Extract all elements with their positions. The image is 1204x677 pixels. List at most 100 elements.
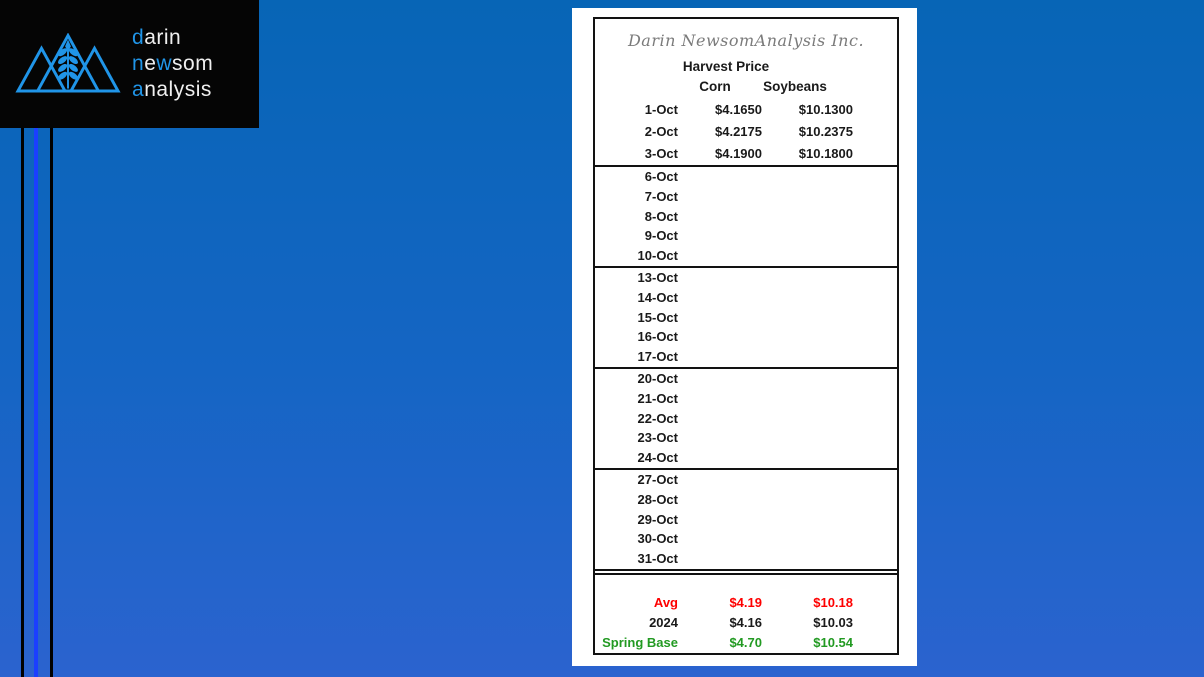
soybeans-cell <box>772 428 863 448</box>
soybeans-cell <box>772 510 863 530</box>
logo: darin newsom analysis <box>0 0 259 128</box>
table-row: 22-Oct <box>595 409 897 429</box>
table-row: 23-Oct <box>595 428 897 448</box>
soybeans-cell <box>772 549 863 569</box>
mountain-wheat-logo-icon <box>15 33 121 93</box>
avg-corn-value: $4.19 <box>729 594 762 610</box>
corn-cell: $4.1650 <box>715 102 762 117</box>
avg-label: Avg <box>653 594 678 610</box>
table-row: 2-Oct $4.2175 $10.2375 <box>595 121 897 143</box>
logo-line-newsom: newsom <box>132 51 213 77</box>
date-cell: 6-Oct <box>644 169 678 184</box>
year-2024-label: 2024 <box>649 614 678 630</box>
date-cell: 22-Oct <box>637 410 678 426</box>
harvest-price-label: Harvest Price <box>682 59 770 74</box>
date-cell: 17-Oct <box>637 349 678 365</box>
corn-cell <box>688 207 772 227</box>
corn-cell <box>688 347 772 367</box>
table-row: 31-Oct <box>595 549 897 569</box>
corn-cell <box>688 448 772 468</box>
logo-wordmark: darin newsom analysis <box>132 25 213 103</box>
table-row: 13-Oct <box>595 268 897 288</box>
logo-letter: d <box>132 26 145 49</box>
year-2024-row: 2024 $4.16 $10.03 <box>595 613 897 633</box>
year-2024-corn-value: $4.16 <box>729 614 762 630</box>
table-section: 6-Oct 7-Oct 8-Oct 9-Oct 10-Oct <box>595 165 897 266</box>
table-row: 14-Oct <box>595 288 897 308</box>
table-row: 30-Oct <box>595 529 897 549</box>
logo-letters: arin <box>144 26 182 49</box>
date-cell: 10-Oct <box>637 248 678 264</box>
logo-letter: e <box>144 52 157 75</box>
table-title: Darin NewsomAnalysis Inc. <box>627 31 865 50</box>
date-cell: 8-Oct <box>644 208 678 224</box>
corn-cell <box>688 549 772 569</box>
spring-base-label: Spring Base <box>602 634 678 650</box>
spring-base-row: Spring Base $4.70 $10.54 <box>595 633 897 653</box>
date-cell: 3-Oct <box>644 146 678 161</box>
table-row: 20-Oct <box>595 369 897 389</box>
vertical-blue-accent-line <box>34 128 38 677</box>
soybeans-column-header: Soybeans <box>763 79 827 94</box>
spring-base-soybeans-value: $10.54 <box>813 634 853 650</box>
soybeans-cell <box>772 327 863 347</box>
soybeans-cell <box>772 389 863 409</box>
date-cell: 14-Oct <box>637 289 678 305</box>
table-section: 27-Oct 28-Oct 29-Oct 30-Oct 31-Oct <box>595 467 897 569</box>
corn-cell <box>688 246 772 266</box>
table-row: 10-Oct <box>595 246 897 266</box>
table-row: 15-Oct <box>595 308 897 328</box>
soybeans-cell <box>772 167 863 187</box>
table-row: 24-Oct <box>595 448 897 468</box>
corn-cell: $4.2175 <box>715 124 762 139</box>
date-cell: 15-Oct <box>637 309 678 325</box>
table-row: 27-Oct <box>595 470 897 490</box>
corn-cell: $4.1900 <box>715 146 762 161</box>
date-cell: 20-Oct <box>637 370 678 386</box>
date-cell: 13-Oct <box>637 269 678 285</box>
corn-cell <box>688 187 772 207</box>
table-row: 3-Oct $4.1900 $10.1800 <box>595 143 897 165</box>
soybeans-cell: $10.1300 <box>798 102 853 117</box>
year-2024-soybeans-value: $10.03 <box>813 614 853 630</box>
table-row: 16-Oct <box>595 327 897 347</box>
corn-cell <box>688 428 772 448</box>
soybeans-cell <box>772 288 863 308</box>
date-cell: 7-Oct <box>644 188 678 204</box>
logo-line-analysis: analysis <box>132 77 213 103</box>
logo-letters: som <box>172 52 214 75</box>
logo-line-darin: darin <box>132 25 213 51</box>
corn-cell <box>688 490 772 510</box>
soybeans-cell <box>772 448 863 468</box>
column-header-row: Corn Soybeans <box>595 79 897 99</box>
vertical-black-line-left <box>21 128 24 677</box>
table-row: 9-Oct <box>595 226 897 246</box>
soybeans-cell <box>772 268 863 288</box>
soybeans-cell <box>772 529 863 549</box>
table-section: 20-Oct 21-Oct 22-Oct 23-Oct 24-Oct <box>595 366 897 468</box>
date-cell: 23-Oct <box>637 430 678 446</box>
soybeans-cell <box>772 347 863 367</box>
corn-column-header: Corn <box>699 79 731 94</box>
date-cell: 27-Oct <box>637 471 678 487</box>
table-row: 1-Oct $4.1650 $10.1300 <box>595 99 897 121</box>
avg-soybeans-value: $10.18 <box>813 594 853 610</box>
corn-cell <box>688 327 772 347</box>
date-cell: 9-Oct <box>644 228 678 244</box>
soybeans-cell: $10.2375 <box>798 124 853 139</box>
table-row: 7-Oct <box>595 187 897 207</box>
table-row: 8-Oct <box>595 207 897 227</box>
table-row: 21-Oct <box>595 389 897 409</box>
date-cell: 16-Oct <box>637 329 678 345</box>
soybeans-cell <box>772 409 863 429</box>
avg-row: Avg $4.19 $10.18 <box>595 593 897 613</box>
corn-cell <box>688 409 772 429</box>
soybeans-cell <box>772 207 863 227</box>
spring-base-corn-value: $4.70 <box>729 634 762 650</box>
logo-letter: a <box>132 78 145 101</box>
table-subtitle-row: Harvest Price <box>595 59 897 79</box>
table-row: 6-Oct <box>595 167 897 187</box>
corn-cell <box>688 510 772 530</box>
harvest-price-table: Darin NewsomAnalysis Inc. Harvest Price … <box>593 17 899 655</box>
